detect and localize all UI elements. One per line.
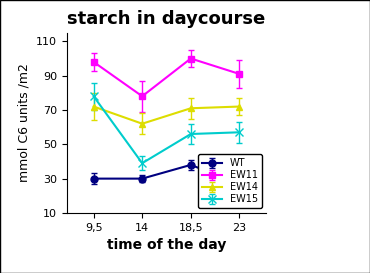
Title: starch in daycourse: starch in daycourse bbox=[67, 10, 266, 28]
Y-axis label: mmol C6 units /m2: mmol C6 units /m2 bbox=[17, 63, 30, 182]
Legend: WT, EW11, EW14, EW15: WT, EW11, EW14, EW15 bbox=[198, 155, 262, 208]
X-axis label: time of the day: time of the day bbox=[107, 238, 226, 252]
